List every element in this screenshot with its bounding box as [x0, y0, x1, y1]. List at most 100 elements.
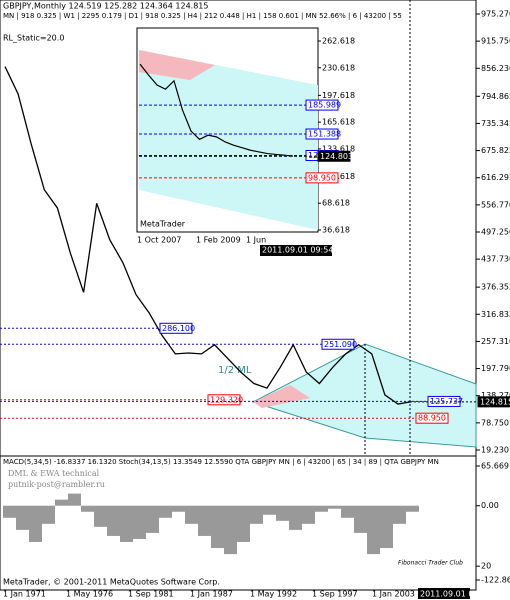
- y-tick-label: 138.270: [481, 391, 510, 400]
- y-tick-label: 230.618: [322, 63, 355, 72]
- y-tick-label: 556.770: [481, 200, 510, 209]
- level-label: 124.803: [320, 152, 353, 161]
- histogram-bar: [16, 505, 29, 530]
- level-label: 88.950: [418, 414, 446, 423]
- histogram-bar: [172, 505, 185, 512]
- header: MN | 918 0.325 | W1 | 2295 0.179 | D1 | …: [3, 12, 402, 20]
- price-line: [4, 66, 412, 405]
- level-box: [317, 150, 351, 162]
- histogram-bar: [120, 505, 133, 542]
- y-tick-label: 794.865: [481, 92, 510, 101]
- credit: MetaTrader, © 2001-2011 MetaQuotes Softw…: [3, 578, 220, 587]
- histogram-bar: [107, 505, 120, 536]
- histogram-bar: [250, 505, 263, 524]
- x-tick-label: 2011.09.01 09:54: [420, 590, 491, 599]
- brand: MetaTrader: [140, 220, 186, 229]
- histogram-bar: [289, 505, 302, 530]
- histogram-bar: [393, 505, 406, 524]
- y-tick-label: 915.750: [481, 37, 510, 46]
- level-label: 286.100: [162, 324, 195, 333]
- y-tick-label: 257.310: [481, 337, 510, 346]
- histogram-bar: [263, 505, 276, 515]
- level-label: 124.815: [480, 397, 510, 406]
- inset-zone: [139, 50, 215, 80]
- level-box: [477, 396, 510, 408]
- header: GBPJPY,Monthly 124.519 125.282 124.364 1…: [3, 2, 208, 11]
- y-tick-label: 133.618: [322, 144, 355, 153]
- x-tick-label: 1 Feb 2009: [196, 236, 241, 245]
- level-label: 129.320: [210, 395, 243, 404]
- histogram-bar: [406, 505, 419, 512]
- level-box: [415, 412, 449, 424]
- histogram-bar: [302, 505, 315, 524]
- annotation: 1/2 ML: [218, 365, 252, 376]
- y-tick-label: 100.618: [322, 172, 355, 181]
- inset-channel: [139, 50, 318, 230]
- y-tick-label: 616.292: [481, 173, 510, 182]
- x-tick-label: 1 Jan 1971: [3, 590, 46, 599]
- histogram-bar: [3, 505, 16, 518]
- x-tick-label: 1 May 1976: [66, 590, 113, 599]
- header: RL_Static=20.0: [3, 34, 64, 43]
- y-tick-label: 376.352: [481, 283, 510, 292]
- x-tick-label: 1 Jun: [246, 236, 266, 245]
- y-tick-label: 856.230: [481, 64, 510, 73]
- histogram-bar: [224, 505, 237, 555]
- y-tick-label: 78.750: [481, 418, 509, 427]
- level-box: [305, 172, 339, 184]
- level-label: 251.090: [324, 340, 357, 349]
- level-label: 98.950: [308, 173, 336, 182]
- histogram-bar: [185, 505, 198, 524]
- date-highlight: [418, 588, 470, 599]
- y-tick-label: 735.345: [481, 119, 510, 128]
- histogram-bar: [29, 505, 42, 542]
- level-box: [207, 394, 241, 406]
- level-box: [305, 128, 339, 140]
- y-tick-label: 675.825: [481, 146, 510, 155]
- histogram-bar: [315, 505, 328, 512]
- histogram-bar: [380, 505, 393, 549]
- x-tick-label: 1 Jan 1987: [190, 590, 233, 599]
- histogram-bar: [367, 505, 380, 555]
- histogram-bar: [42, 505, 55, 524]
- y-tick-label: 20: [481, 562, 491, 571]
- note: DML & EWA technical: [8, 469, 100, 478]
- y-tick-label: 65.669: [481, 462, 509, 471]
- histogram-bar: [68, 493, 81, 506]
- histogram-bar: [276, 505, 289, 521]
- y-tick-label: 197.618: [322, 91, 355, 100]
- histogram-bar: [354, 505, 367, 533]
- y-tick-label: 497.250: [481, 228, 510, 237]
- inset-price: [139, 63, 294, 157]
- histogram-bar: [146, 505, 159, 533]
- histogram-bar: [159, 505, 172, 518]
- y-tick-label: 975.270: [481, 10, 510, 19]
- y-tick-label: 262.618: [322, 37, 355, 46]
- y-tick-label: 68.618: [322, 199, 350, 208]
- level-box: [321, 338, 355, 350]
- y-tick-label: 36.618: [322, 226, 350, 235]
- histogram-bar: [328, 505, 341, 509]
- y-tick-label: 0.00: [481, 501, 499, 510]
- club: Fibonacci Trader Club: [398, 560, 463, 567]
- x-tick-label: 1 Oct 2007: [137, 236, 181, 245]
- pitchfork-zone: [253, 385, 310, 408]
- histogram-bar: [55, 499, 68, 506]
- x-tick-label: 1 May 1992: [250, 590, 297, 599]
- level-box: [159, 322, 193, 334]
- histogram-bar: [133, 505, 146, 539]
- y-tick-label: 197.790: [481, 364, 510, 373]
- histogram-bar: [341, 505, 354, 518]
- x-tick-label: 1 Sep 1981: [128, 590, 174, 599]
- x-tick-label: 1 Sep 1997: [312, 590, 358, 599]
- histogram-bar: [94, 505, 107, 527]
- x-tick-label: 1 Jan 2003: [372, 590, 415, 599]
- x-tick-label: 2011.09.01 09:54: [262, 246, 333, 255]
- y-tick-label: 316.832: [481, 310, 510, 319]
- level-label: 185.989: [308, 101, 341, 110]
- note: putnik-post@rambler.ru: [8, 480, 105, 489]
- y-tick-label: -122.869: [481, 576, 510, 585]
- level-label: 151.388: [308, 130, 341, 139]
- histogram-bar: [198, 505, 211, 536]
